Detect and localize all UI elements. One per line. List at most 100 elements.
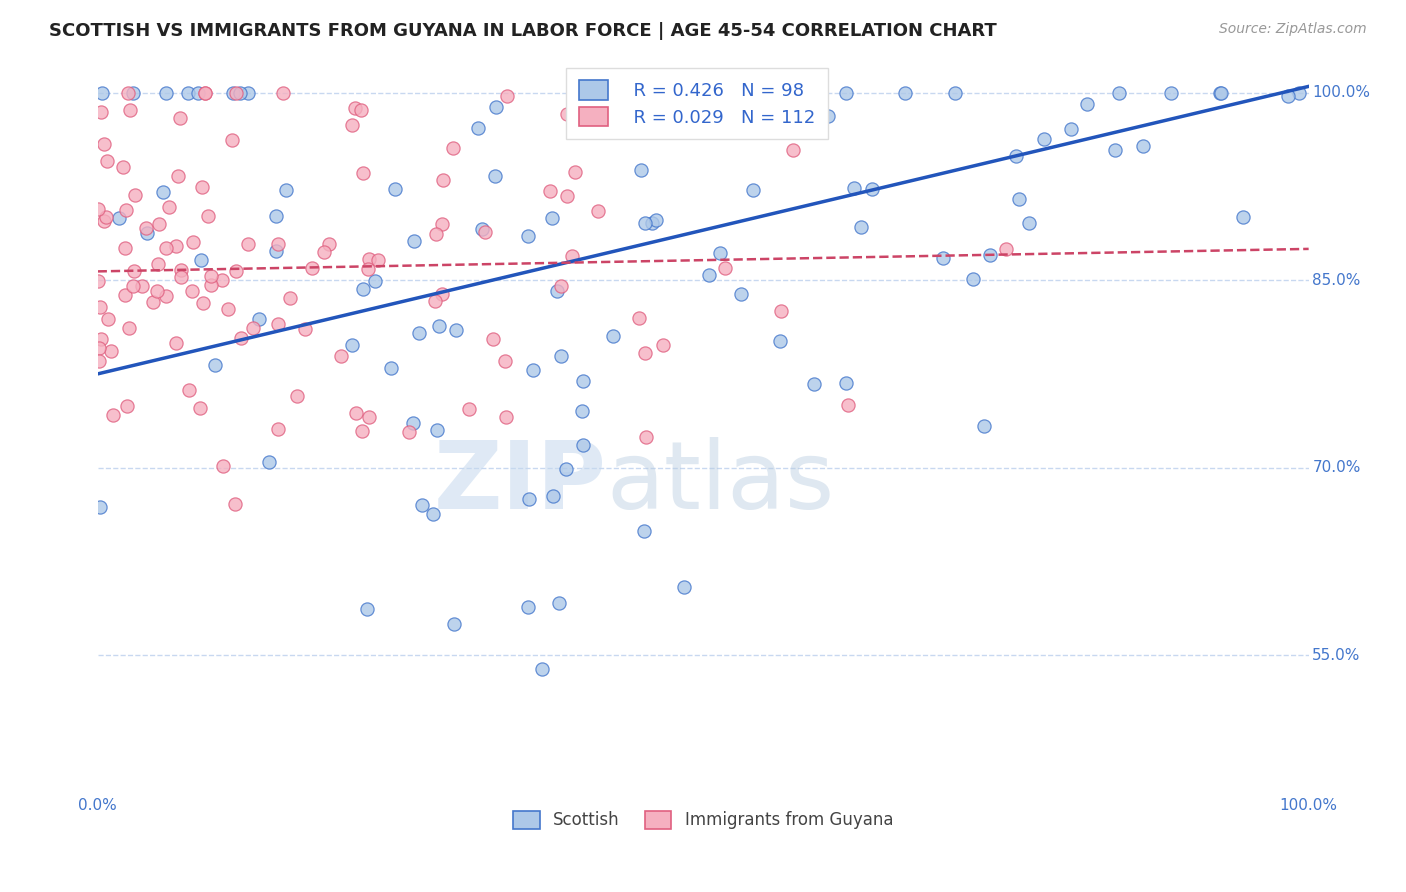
Point [496,89,519,103]
Point [146,285,169,299]
Point [200,268,222,283]
Point [730,286,752,301]
Point [367,253,389,268]
Point [471,222,494,236]
Point [494,353,516,368]
Point [441,141,464,155]
Point [217,301,239,316]
Point [96,153,118,168]
Point [495,409,517,424]
Point [613,115,636,129]
Point [561,249,583,263]
Text: Source: ZipAtlas.com: Source: ZipAtlas.com [1219,22,1367,37]
Point [546,284,568,298]
Point [340,338,363,352]
Point [231,331,253,345]
Point [271,86,294,100]
Point [432,217,454,231]
Point [713,261,735,276]
Legend: Scottish, Immigrants from Guyana: Scottish, Immigrants from Guyana [506,804,900,836]
Point [359,409,381,424]
Point [962,272,984,286]
Point [350,103,373,117]
Point [538,184,561,198]
Point [709,246,731,260]
Point [979,248,1001,262]
Text: 70.0%: 70.0% [1312,460,1361,475]
Point [894,86,917,100]
Point [191,180,214,194]
Point [1108,86,1130,100]
Point [672,581,695,595]
Point [613,119,636,133]
Point [517,491,540,506]
Point [384,182,406,196]
Point [242,321,264,335]
Point [122,264,145,278]
Text: 100.0%: 100.0% [1312,85,1371,100]
Point [97,312,120,326]
Point [294,322,316,336]
Point [602,329,624,343]
Point [221,132,243,146]
Point [628,311,651,326]
Point [1008,193,1031,207]
Point [118,321,141,335]
Point [548,596,571,610]
Point [709,86,731,100]
Point [148,257,170,271]
Point [120,103,142,117]
Text: ZIP: ZIP [433,437,606,529]
Point [380,361,402,376]
Point [426,423,449,437]
Point [1060,121,1083,136]
Point [849,220,872,235]
Point [224,498,246,512]
Point [1232,210,1254,224]
Point [443,617,465,632]
Point [152,185,174,199]
Point [188,401,211,415]
Text: 55.0%: 55.0% [1312,648,1361,663]
Point [89,500,111,514]
Point [1160,86,1182,100]
Point [411,498,433,512]
Point [357,262,380,277]
Point [96,210,118,224]
Point [484,169,506,183]
Point [600,86,623,100]
Point [86,274,108,288]
Point [555,188,578,202]
Point [169,263,191,277]
Point [352,166,374,180]
Point [769,304,792,318]
Point [634,216,657,230]
Point [557,107,579,121]
Point [301,260,323,275]
Point [222,86,245,100]
Point [782,143,804,157]
Point [1132,139,1154,153]
Point [148,218,170,232]
Point [634,430,657,444]
Point [121,279,143,293]
Point [530,662,553,676]
Point [398,425,420,440]
Text: atlas: atlas [606,437,835,529]
Point [644,212,666,227]
Point [1005,148,1028,162]
Point [467,120,489,135]
Point [238,236,260,251]
Point [422,507,444,521]
Point [187,86,209,100]
Point [402,417,425,431]
Point [181,285,204,299]
Point [541,489,564,503]
Point [266,209,288,223]
Point [769,334,792,348]
Point [541,211,564,226]
Point [177,86,200,100]
Point [89,300,111,314]
Point [835,86,858,100]
Point [474,225,496,239]
